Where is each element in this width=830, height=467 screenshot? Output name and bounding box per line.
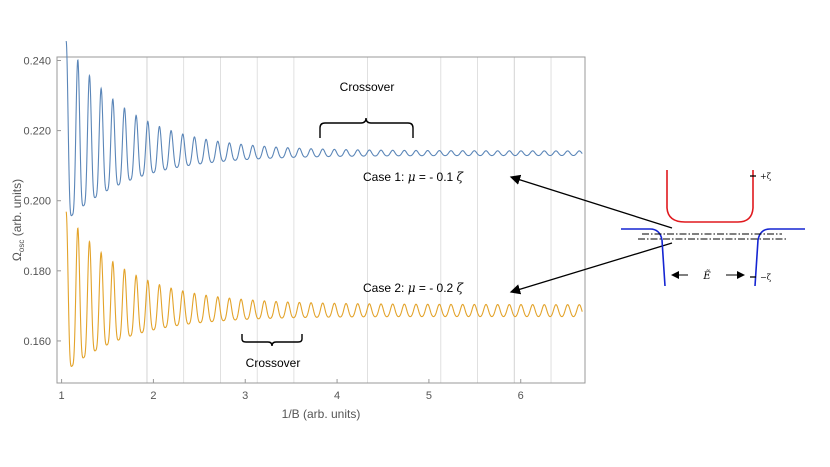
arrow-case1 [509,174,673,229]
annotations: Crossover Crossover Case 1: μ = - 0.1 ζ … [241,80,673,370]
inset-diagram: +ζ −ζ Ẽ [621,170,805,287]
x-tick-label: 5 [426,390,432,402]
y-tick-label: 0.240 [23,56,51,68]
y-tick-label: 0.180 [23,266,51,278]
crossover-label-top: Crossover [340,80,395,94]
case2-label: Case 2: μ = - 0.2 ζ [363,281,465,295]
x-tick-label: 1 [59,390,65,402]
inset-lower-band-left [621,228,666,287]
x-tick-label: 3 [242,390,248,402]
inset-e-tilde: Ẽ [702,270,711,282]
y-axis-ticks: 0.160 0.180 0.200 0.220 0.240 [23,56,61,348]
arrow-case2 [509,242,673,295]
grid-lines [146,57,552,383]
crossover-brace-top [319,117,414,138]
case1-label: Case 1: μ = - 0.1 ζ [363,170,465,184]
x-axis-label: 1/B (arb. units) [282,407,361,421]
chart-area: 0.160 0.180 0.200 0.220 0.240 1 2 3 4 5 6 1/B (ar… [10,40,586,421]
x-axis-ticks: 1 2 3 4 5 6 [59,379,524,402]
crossover-brace-bottom [241,334,303,347]
x-tick-label: 4 [334,390,340,402]
y-axis-label: Ωosc (arb. units) [10,179,26,261]
series-line-2 [65,211,583,367]
x-tick-label: 6 [518,390,524,402]
y-tick-label: 0.160 [23,336,51,348]
x-tick-label: 2 [150,390,156,402]
y-tick-label: 0.220 [23,126,51,138]
plot-frame [56,56,586,384]
inset-lower-band-right [754,228,805,287]
inset-upper-band [666,170,754,223]
series-lines [65,40,583,367]
inset-minus-zeta: −ζ [760,273,772,282]
inset-plus-zeta: +ζ [760,172,772,181]
series-line-1 [65,40,583,217]
crossover-label-bottom: Crossover [246,356,301,370]
y-tick-label: 0.200 [23,196,51,208]
